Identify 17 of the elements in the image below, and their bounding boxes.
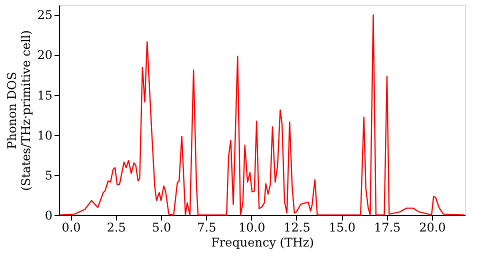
x-tick-label: 2.5 (106, 220, 126, 234)
x-axis-title: Frequency (THz) (211, 236, 314, 250)
x-tick-label: 12.5 (284, 220, 310, 234)
x-tick-label: 17.5 (374, 220, 401, 234)
y-tick-label: 5 (44, 168, 52, 182)
x-tick-label: 5.0 (152, 220, 172, 234)
y-tick-label: 20 (37, 48, 52, 62)
y-tick-label: 0 (44, 208, 52, 222)
x-tick-label: 0.0 (62, 220, 81, 234)
x-tick-label: 20.0 (419, 220, 446, 234)
y-tick-label: 25 (37, 8, 52, 22)
x-tick-label: 15.0 (328, 220, 356, 234)
x-tick-label: 7.5 (197, 220, 216, 234)
y-tick-label: 15 (37, 88, 52, 102)
y-axis-title: Phonon DOS (States/THz·primitive cell) (5, 30, 34, 191)
y-tick-label: 10 (37, 128, 52, 142)
x-tick-label: 10.0 (238, 220, 266, 234)
